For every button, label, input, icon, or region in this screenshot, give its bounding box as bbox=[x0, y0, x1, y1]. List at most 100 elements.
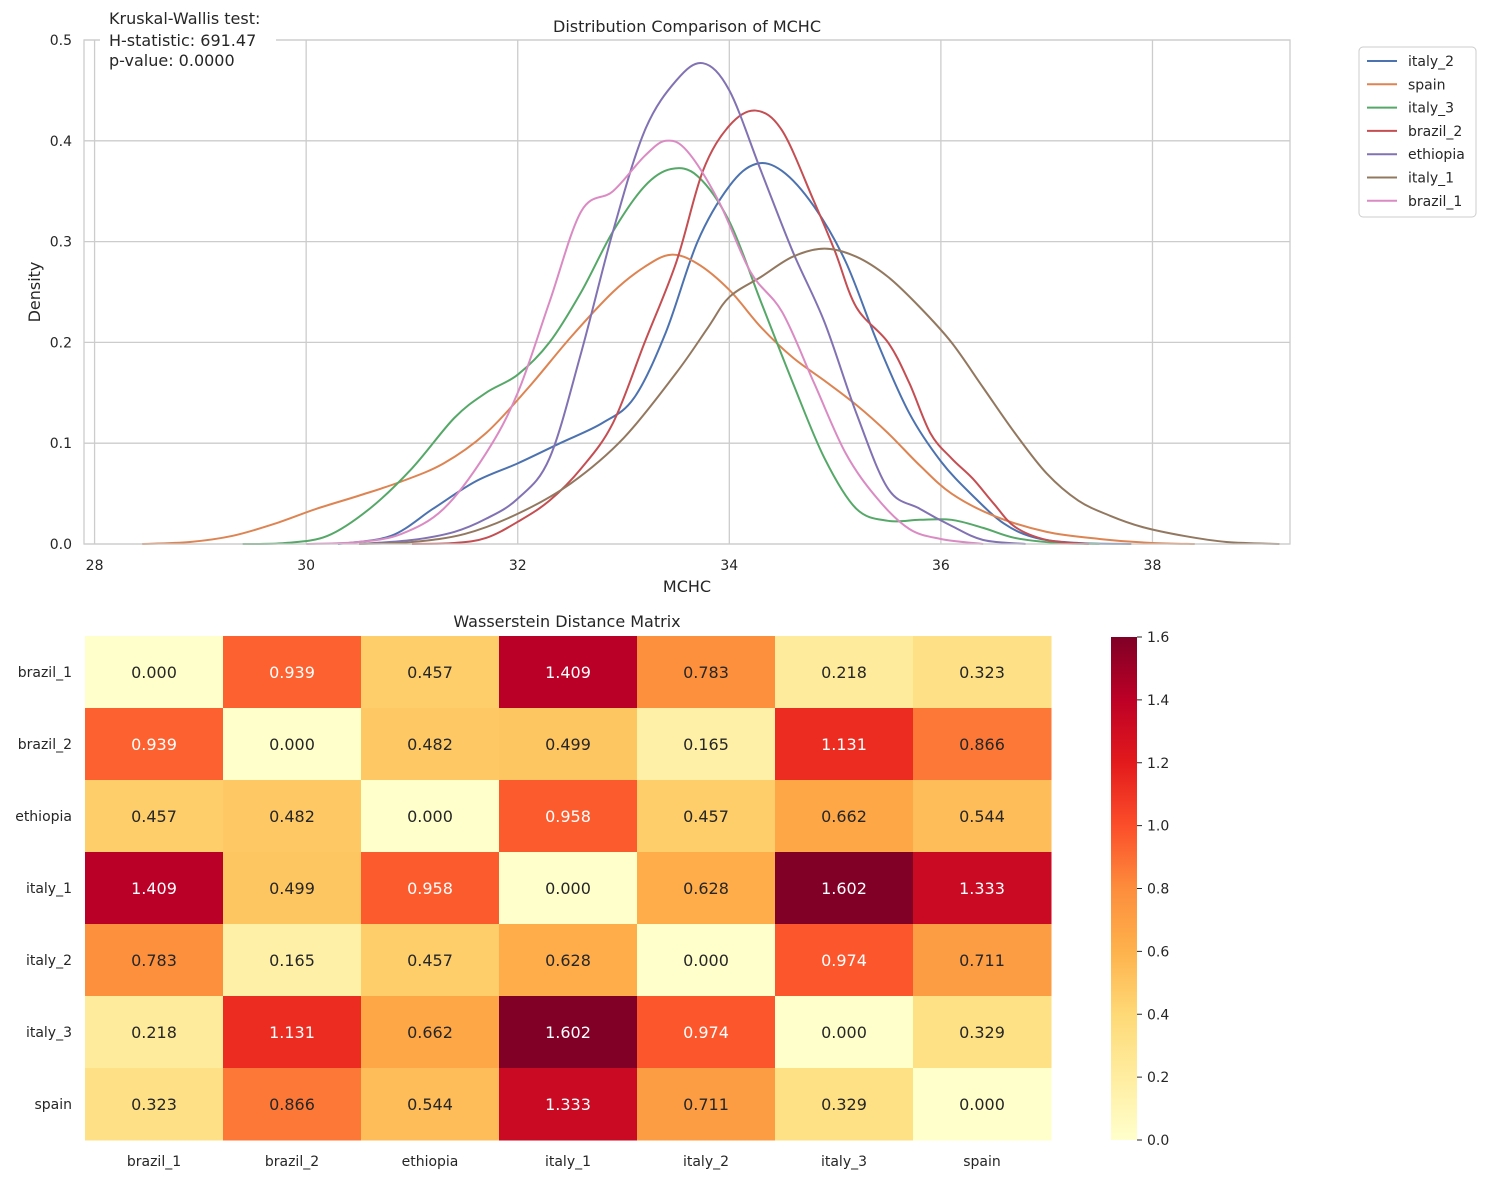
heatmap-cell bbox=[361, 924, 500, 997]
heatmap-cell bbox=[775, 708, 914, 781]
heatmap-cell-value: 0.711 bbox=[959, 951, 1005, 970]
heatmap-cell bbox=[223, 636, 362, 709]
density-x-tick-label: 28 bbox=[86, 558, 104, 574]
heatmap-cell bbox=[85, 1068, 224, 1141]
heatmap-cell bbox=[913, 996, 1052, 1069]
density-x-tick-label: 34 bbox=[720, 558, 738, 574]
heatmap-cell bbox=[637, 996, 776, 1069]
heatmap-cell-value: 0.711 bbox=[683, 1095, 729, 1114]
heatmap-cell-value: 0.218 bbox=[821, 663, 867, 682]
heatmap-cell bbox=[85, 780, 224, 853]
heatmap-cell bbox=[637, 780, 776, 853]
heatmap-cell bbox=[775, 996, 914, 1069]
density-line-spain bbox=[142, 253, 1195, 545]
heatmap-cell bbox=[637, 852, 776, 925]
heatmap-cell-value: 0.958 bbox=[407, 879, 453, 898]
heatmap-cell bbox=[85, 924, 224, 997]
heatmap-col-label: spain bbox=[963, 1154, 1001, 1170]
legend-label-italy_1: italy_1 bbox=[1408, 171, 1454, 187]
heatmap-cell-value: 0.000 bbox=[545, 879, 591, 898]
heatmap-title: Wasserstein Distance Matrix bbox=[453, 612, 680, 631]
density-x-tick-label: 36 bbox=[932, 558, 950, 574]
heatmap-cell-value: 1.333 bbox=[545, 1095, 591, 1114]
heatmap-cell-value: 0.218 bbox=[131, 1023, 177, 1042]
heatmap-cell bbox=[913, 852, 1052, 925]
heatmap-col-label: italy_2 bbox=[683, 1154, 729, 1170]
heatmap-cell-value: 0.482 bbox=[269, 807, 315, 826]
density-y-tick-label: 0.1 bbox=[50, 436, 72, 452]
density-plot-area bbox=[84, 40, 1290, 544]
legend-box bbox=[1358, 46, 1477, 218]
heatmap-cell bbox=[913, 924, 1052, 997]
heatmap-cell-value: 0.628 bbox=[545, 951, 591, 970]
legend-label-spain: spain bbox=[1408, 77, 1446, 93]
stats-annotation-line: H-statistic: 691.47 bbox=[109, 31, 256, 50]
heatmap-cell-value: 1.131 bbox=[821, 735, 867, 754]
heatmap-cell-value: 0.000 bbox=[269, 735, 315, 754]
heatmap-cell-value: 0.499 bbox=[269, 879, 315, 898]
heatmap-col-label: brazil_2 bbox=[265, 1154, 319, 1170]
heatmap-cell-value: 0.783 bbox=[683, 663, 729, 682]
density-lines bbox=[142, 61, 1280, 545]
colorbar-tick-label: 0.4 bbox=[1147, 1007, 1169, 1023]
heatmap-cell-value: 1.409 bbox=[131, 879, 177, 898]
density-y-tick-label: 0.5 bbox=[50, 33, 72, 49]
heatmap-cell bbox=[499, 708, 638, 781]
heatmap-cell bbox=[499, 636, 638, 709]
density-line-brazil_1 bbox=[306, 139, 984, 545]
colorbar-tick-label: 1.0 bbox=[1147, 819, 1169, 835]
heatmap-cell-value: 1.131 bbox=[269, 1023, 315, 1042]
heatmap-chart: Wasserstein Distance Matrix 0.000 0.939 0.… bbox=[15, 612, 1169, 1170]
density-line-italy_1 bbox=[359, 247, 1280, 545]
density-x-tick-label: 30 bbox=[297, 558, 315, 574]
heatmap-cell-value: 0.329 bbox=[959, 1023, 1005, 1042]
heatmap-cell bbox=[223, 996, 362, 1069]
density-x-tick-label: 38 bbox=[1144, 558, 1162, 574]
heatmap-row-label: ethiopia bbox=[15, 809, 72, 825]
heatmap-cells: 0.000 0.939 0.457 1.409 0.783 0.218 0.323 0.939… bbox=[85, 636, 1052, 1141]
heatmap-cell-value: 0.000 bbox=[131, 663, 177, 682]
heatmap-cell-value: 0.457 bbox=[407, 663, 453, 682]
heatmap-row-label: spain bbox=[34, 1097, 72, 1113]
heatmap-cell-value: 0.783 bbox=[131, 951, 177, 970]
density-y-ticks: 0.0 0.1 0.2 0.3 0.4 0.5 bbox=[50, 33, 72, 553]
density-x-label: MCHC bbox=[663, 577, 711, 596]
heatmap-col-label: ethiopia bbox=[402, 1154, 459, 1170]
legend-label-ethiopia: ethiopia bbox=[1408, 147, 1465, 163]
legend-label-brazil_1: brazil_1 bbox=[1408, 194, 1462, 210]
density-frame bbox=[83, 39, 1291, 545]
heatmap-cell bbox=[361, 852, 500, 925]
heatmap-cell-value: 0.662 bbox=[821, 807, 867, 826]
heatmap-cell-value: 0.457 bbox=[131, 807, 177, 826]
heatmap-cell bbox=[223, 924, 362, 997]
heatmap-cell bbox=[499, 996, 638, 1069]
heatmap-cell-value: 0.499 bbox=[545, 735, 591, 754]
heatmap-cell bbox=[637, 1068, 776, 1141]
heatmap-cell-value: 0.457 bbox=[683, 807, 729, 826]
heatmap-row-label: italy_1 bbox=[26, 881, 72, 897]
density-line-italy_3 bbox=[242, 167, 1100, 545]
heatmap-cell bbox=[913, 636, 1052, 709]
density-x-tick-label: 32 bbox=[509, 558, 527, 574]
heatmap-cell-value: 0.939 bbox=[269, 663, 315, 682]
heatmap-cell-value: 1.409 bbox=[545, 663, 591, 682]
heatmap-cell bbox=[637, 708, 776, 781]
heatmap-cell bbox=[775, 852, 914, 925]
heatmap-cell-value: 0.974 bbox=[821, 951, 867, 970]
heatmap-cell bbox=[775, 780, 914, 853]
density-y-label: Density bbox=[25, 262, 44, 323]
heatmap-cell bbox=[85, 708, 224, 781]
heatmap-cell bbox=[913, 780, 1052, 853]
colorbar-tick-label: 0.0 bbox=[1147, 1133, 1169, 1149]
colorbar-tick-label: 0.6 bbox=[1147, 944, 1169, 960]
heatmap-cell bbox=[913, 708, 1052, 781]
heatmap-cell bbox=[637, 636, 776, 709]
stats-annotation-line: Kruskal-Wallis test: bbox=[109, 9, 260, 28]
heatmap-cell bbox=[637, 924, 776, 997]
heatmap-cell-value: 0.662 bbox=[407, 1023, 453, 1042]
density-y-tick-label: 0.4 bbox=[50, 134, 72, 150]
heatmap-cell bbox=[775, 1068, 914, 1141]
heatmap-cell-value: 0.544 bbox=[959, 807, 1005, 826]
colorbar: 0.0 0.2 0.4 0.6 0.8 1.0 1.2 1.4 1.6 bbox=[1111, 630, 1169, 1149]
